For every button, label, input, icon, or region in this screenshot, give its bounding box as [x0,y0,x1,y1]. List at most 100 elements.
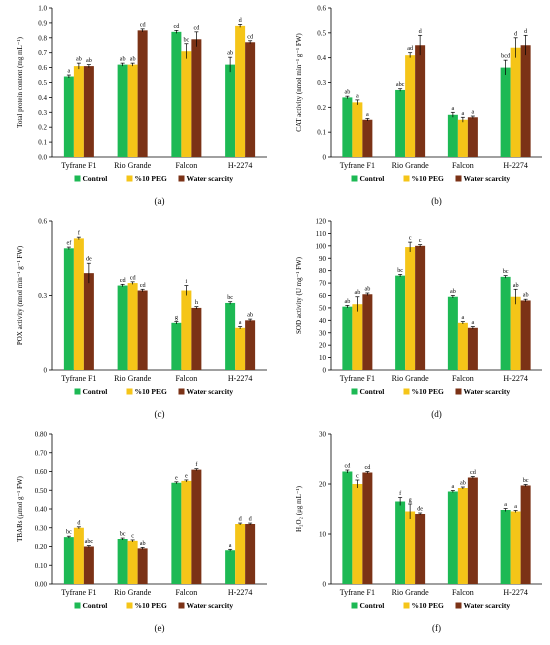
bar [83,546,94,584]
bar [415,245,426,370]
x-category-label: Tyfrane F1 [340,588,375,597]
legend-swatch [403,175,410,182]
x-category-label: Rio Grande [392,374,430,383]
y-tick-label: 20 [319,342,327,350]
bar [171,31,182,158]
bar [500,510,511,584]
x-category-label: Tyfrane F1 [61,374,96,383]
significance-letter: a [462,314,465,321]
x-category-label: Falcon [452,588,474,597]
x-category-label: H-2274 [503,374,527,383]
significance-letter: cd [470,469,477,476]
significance-letter: d [249,516,253,523]
significance-letter: a [366,111,369,118]
significance-letter: g [409,497,412,504]
bar [457,488,468,584]
y-tick-label: 0.1 [38,139,47,147]
bar [342,97,353,157]
legend-label: Control [83,174,108,183]
bar [352,304,363,370]
legend-label: Water scarcity [464,387,511,396]
bar [510,511,521,584]
bar [73,66,84,157]
bar [342,306,353,370]
panel-label: (d) [431,409,442,419]
significance-letter: a [452,483,455,490]
chart-svg: 0 0.3 0.6 POX activity (nmol min⁻¹ g⁻¹ FW) e… [16,218,267,419]
y-tick-label: 10 [319,531,327,539]
bar [137,290,148,370]
y-tick-label: 0.4 [317,54,326,62]
bar [73,527,84,584]
bar [447,491,458,584]
significance-letter: a [356,92,359,99]
x-category-label: Falcon [452,374,474,383]
y-tick-label: 0.5 [317,29,326,37]
y-tick-label: 0.5 [38,79,47,87]
bar [352,102,363,157]
bar [500,67,511,157]
legend-swatch [126,602,133,609]
significance-letter: c [356,473,359,480]
legend-label: Water scarcity [187,601,234,610]
y-tick-label: 0.6 [38,64,47,72]
x-category-label: Falcon [175,161,197,170]
y-tick-label: 0.2 [317,104,326,112]
bar [415,45,426,157]
bar [137,30,148,158]
bar [235,25,246,157]
chart-panel: 0 0.1 0.2 0.3 0.4 0.5 0.6 CAT activity (nmol mi… [275,0,550,213]
significance-letter: bcd [501,53,511,60]
bar [395,501,406,584]
bar [171,322,182,370]
x-category-label: Tyfrane F1 [340,374,375,383]
x-category-label: H-2274 [228,161,252,170]
significance-letter: a [504,501,507,508]
y-axis-label: CAT activity (nmol min⁻¹ g⁻¹ FW) [295,33,303,132]
significance-letter: cd [140,21,147,28]
bar [467,327,478,370]
y-tick-label: 30 [319,431,327,439]
bar [352,484,363,584]
significance-letter: f [399,490,402,497]
bar [467,477,478,584]
significance-letter: bc [183,36,189,43]
significance-letter: f [195,461,198,468]
y-tick-label: 0 [44,367,48,375]
legend-label: %10 PEG [412,601,444,610]
y-tick-label: 40 [319,317,327,325]
legend-swatch [74,175,81,182]
y-tick-label: 0.8 [38,34,47,42]
legend-label: Water scarcity [464,174,511,183]
legend-swatch [351,388,358,395]
significance-letter: h [195,299,199,306]
y-axis-label: POX activity (nmol min⁻¹ g⁻¹ FW) [16,245,24,345]
y-tick-label: 0.40 [35,506,48,514]
bar [225,64,236,157]
x-category-label: H-2274 [228,588,252,597]
bar [520,300,531,370]
significance-letter: g [175,314,178,321]
legend-label: Control [83,387,108,396]
significance-letter: c [409,235,412,242]
significance-letter: ab [523,292,529,299]
significance-letter: ab [364,286,370,293]
significance-letter: d [77,519,81,526]
y-tick-label: 0.10 [35,562,48,570]
y-tick-label: 0 [323,367,327,375]
y-tick-label: 50 [319,304,327,312]
significance-letter: ab [460,480,466,487]
y-tick-label: 0.50 [35,487,48,495]
bar [415,514,426,584]
significance-letter: d [419,28,423,35]
x-category-label: H-2274 [503,588,527,597]
x-category-label: Rio Grande [392,161,430,170]
x-category-label: Tyfrane F1 [61,588,96,597]
legend-swatch [403,388,410,395]
bar [73,238,84,370]
significance-letter: d [514,30,518,37]
y-tick-label: 80 [319,267,327,275]
x-category-label: H-2274 [503,161,527,170]
y-tick-label: 0.3 [317,79,326,87]
